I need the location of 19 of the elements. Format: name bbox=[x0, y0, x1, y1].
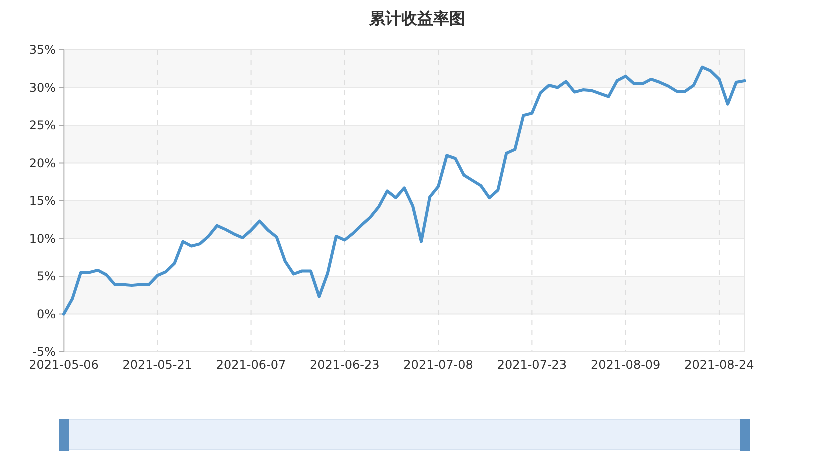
y-tick-label: 35% bbox=[29, 43, 56, 58]
x-tick-label: 2021-05-21 bbox=[122, 358, 193, 372]
y-tick-label: 10% bbox=[29, 232, 56, 246]
x-tick-label: 2021-08-09 bbox=[590, 358, 661, 372]
y-tick-label: -5% bbox=[32, 345, 56, 360]
x-tick-label: 2021-07-23 bbox=[497, 358, 568, 372]
y-tick-label: 20% bbox=[29, 156, 56, 170]
y-tick-label: 30% bbox=[29, 80, 56, 95]
y-tick-label: 5% bbox=[36, 270, 56, 284]
x-tick-label: 2021-06-23 bbox=[310, 358, 380, 372]
y-tick-label: 0% bbox=[36, 307, 56, 322]
x-tick-label: 2021-08-24 bbox=[684, 358, 754, 372]
x-tick-label: 2021-07-08 bbox=[404, 358, 474, 372]
y-tick-label: 25% bbox=[29, 118, 56, 133]
chart-title: 累计收益率图 bbox=[368, 9, 466, 28]
x-tick-label: 2021-06-07 bbox=[216, 358, 286, 372]
y-tick-label: 15% bbox=[29, 194, 56, 208]
x-tick-label: 2021-05-06 bbox=[29, 358, 99, 372]
line-series bbox=[62, 66, 746, 316]
